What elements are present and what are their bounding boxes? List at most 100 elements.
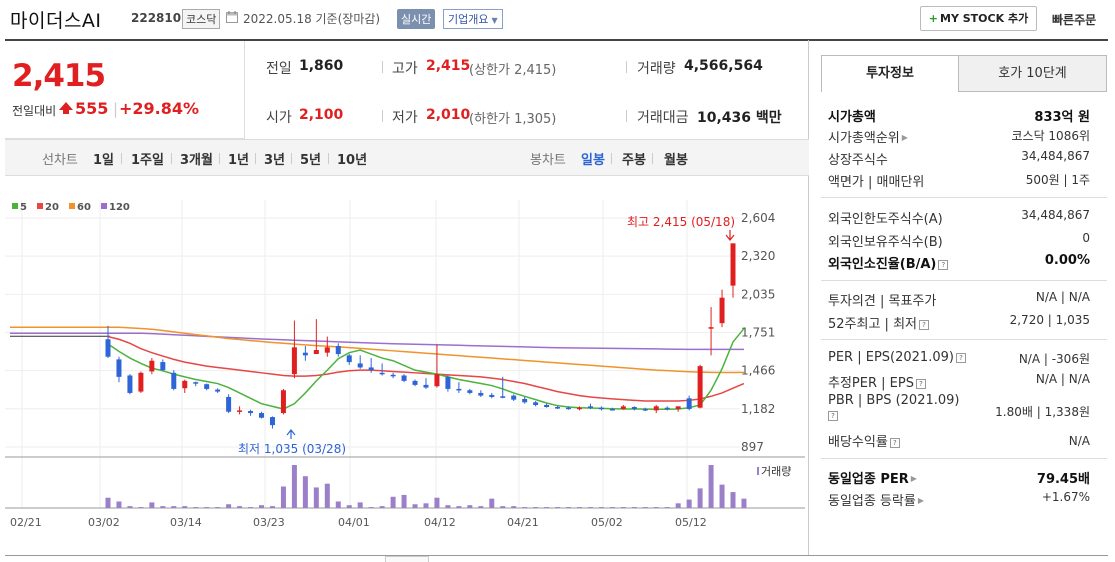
candle-body xyxy=(412,380,418,385)
help-icon[interactable]: ? xyxy=(938,260,949,270)
candle-body xyxy=(664,407,670,410)
period-3y[interactable]: 3년 xyxy=(264,153,286,168)
opinion-value: N/A | N/A xyxy=(1035,290,1090,304)
y-tick-label: 2,604 xyxy=(741,211,775,225)
volume-bar xyxy=(237,506,243,508)
volume-bar xyxy=(467,505,473,508)
x-tick-label: 04/12 xyxy=(424,516,456,529)
volume-bar xyxy=(412,504,418,508)
volume-bar xyxy=(500,506,506,508)
candle-body xyxy=(269,417,275,426)
volume-bar xyxy=(741,498,747,508)
expand-handle[interactable] xyxy=(385,556,429,562)
candle-body xyxy=(324,347,330,353)
volume-bar xyxy=(291,465,297,508)
company-info-dropdown[interactable]: 기업개요 ▼ xyxy=(443,9,503,29)
tab-underline xyxy=(959,91,1107,92)
face-value: 500원 | 1주 xyxy=(1025,173,1090,187)
volume-bar xyxy=(379,506,385,508)
per-value: N/A | -306원 xyxy=(1018,352,1090,366)
candle-daily[interactable]: 일봉 xyxy=(581,153,605,168)
candle-body xyxy=(544,405,550,408)
foreign-rate-row: 외국인소진율(B/A)? 0.00% xyxy=(828,253,1090,273)
ma60-line xyxy=(10,326,744,374)
help-icon[interactable]: ? xyxy=(915,379,926,389)
high-label: 고가 xyxy=(392,61,418,77)
volume-bar xyxy=(324,483,330,508)
candle-body xyxy=(587,406,593,408)
candle-body xyxy=(522,398,528,403)
volume-bar xyxy=(620,507,626,508)
x-tick-label: 03/14 xyxy=(170,516,202,529)
volume-bar xyxy=(226,504,232,508)
volume-bar xyxy=(609,507,615,508)
prev-close-value: 1,860 xyxy=(299,58,344,74)
help-icon[interactable]: ? xyxy=(889,438,900,448)
upper-limit: (상한가 2,415) xyxy=(469,63,557,78)
volume-bar xyxy=(280,486,286,508)
candle-body xyxy=(171,372,177,389)
stock-code: 222810 xyxy=(131,11,182,25)
tab-ask-10[interactable]: 호가 10단계 xyxy=(958,55,1107,92)
period-1y[interactable]: 1년 xyxy=(228,153,250,168)
change-separator: | xyxy=(113,100,119,118)
add-mystock-button[interactable]: + MY STOCK 추가 xyxy=(920,6,1037,31)
volume-bar xyxy=(587,507,593,508)
legend-label: 5 xyxy=(20,202,27,213)
help-icon[interactable]: ? xyxy=(955,353,966,363)
period-1d[interactable]: 1일 xyxy=(93,153,115,168)
section-divider xyxy=(821,458,1107,459)
stat-divider xyxy=(382,61,383,73)
period-1w[interactable]: 1주일 xyxy=(131,153,164,168)
realtime-button[interactable]: 실시간 xyxy=(397,9,436,29)
candle-body xyxy=(193,382,199,384)
volume-bar xyxy=(215,507,221,508)
market-badge: 코스닥 xyxy=(182,9,221,29)
stock-name: 마이더스AI xyxy=(10,10,102,32)
candle-body xyxy=(555,407,561,409)
foreign-limit-value: 34,484,867 xyxy=(1021,208,1090,222)
y-tick-label: 897 xyxy=(741,440,764,454)
x-tick-label: 03/23 xyxy=(253,516,285,529)
candle-body xyxy=(138,372,144,392)
candle-monthly[interactable]: 월봉 xyxy=(664,153,688,168)
stat-divider xyxy=(626,61,627,73)
candle-body xyxy=(149,360,155,372)
shares-value: 34,484,867 xyxy=(1021,149,1090,163)
candle-body xyxy=(467,390,473,393)
price-box xyxy=(5,41,245,139)
period-10y[interactable]: 10년 xyxy=(337,153,368,168)
help-icon[interactable]: ? xyxy=(919,320,929,330)
lower-limit: (하한가 1,305) xyxy=(469,112,557,127)
tab-invest-info[interactable]: 투자정보 xyxy=(821,55,959,92)
week52-label: 52주최고 | 최저 xyxy=(828,317,917,332)
help-icon[interactable]: ? xyxy=(828,411,838,421)
volume-bar xyxy=(631,507,637,508)
candle-body xyxy=(116,359,122,377)
x-tick-label: 05/02 xyxy=(591,516,623,529)
up-triangle-icon xyxy=(59,102,73,114)
volume-bar xyxy=(697,488,703,508)
per-label: PER | EPS(2021.09) xyxy=(828,350,954,365)
volume-bar xyxy=(105,497,111,508)
candle-weekly[interactable]: 주봉 xyxy=(622,153,646,168)
legend-label: 60 xyxy=(77,202,91,213)
period-5y[interactable]: 5년 xyxy=(300,153,322,168)
low-label: 저가 xyxy=(392,110,418,126)
y-tick-label: 1,466 xyxy=(741,364,775,378)
caret-right-icon: ▶ xyxy=(901,133,908,142)
volume-bar xyxy=(149,502,155,508)
period-3m[interactable]: 3개월 xyxy=(180,153,213,168)
section-divider xyxy=(821,339,1107,340)
legend-swatch xyxy=(37,203,43,209)
quick-order-link[interactable]: 빠른주문 xyxy=(1052,13,1097,27)
volume-bar xyxy=(116,501,122,508)
sector-rate-value: +1.67% xyxy=(1041,490,1090,504)
period-bar xyxy=(5,140,809,176)
x-tick-label: 04/21 xyxy=(507,516,539,529)
volume-bar xyxy=(445,505,451,508)
shares-row: 상장주식수 34,484,867 xyxy=(828,149,1090,169)
period-separator xyxy=(171,153,172,164)
face-row: 액면가 | 매매단위 500원 | 1주 xyxy=(828,171,1090,191)
high-annotation: 최고 2,415 (05/18) xyxy=(627,215,735,229)
